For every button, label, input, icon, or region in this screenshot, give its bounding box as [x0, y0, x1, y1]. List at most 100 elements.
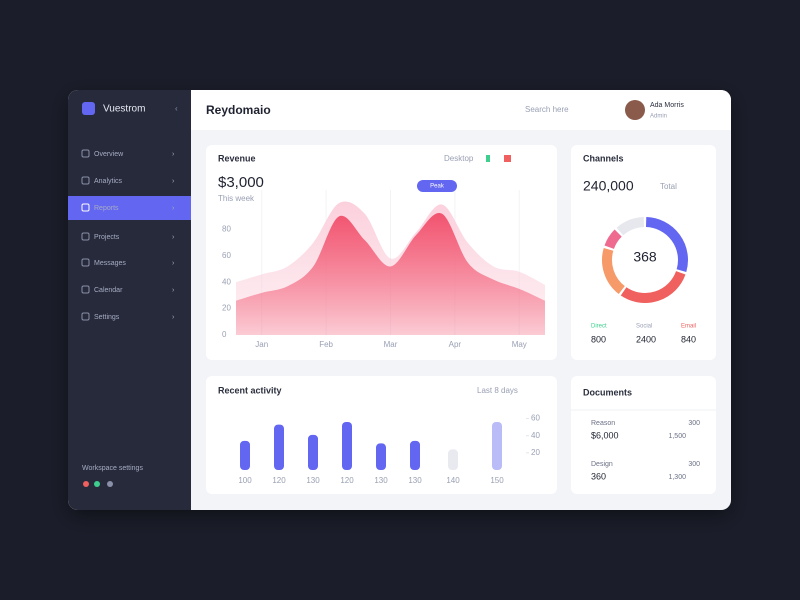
kpi-value: 240,000 [583, 178, 634, 194]
legend-name: Direct [591, 324, 607, 330]
legend-value: 800 [591, 334, 606, 344]
bar [376, 443, 386, 470]
bar [342, 422, 352, 470]
tooltip [417, 180, 457, 192]
filter[interactable]: Last 8 days [477, 386, 518, 395]
kpi-subtitle: This week [218, 194, 255, 203]
x-tick-label: 150 [490, 476, 504, 485]
doc-cell: $6,000 [591, 430, 619, 440]
x-tick-label: Mar [384, 340, 398, 349]
donut-center: 368 [633, 249, 657, 265]
x-tick-label: 130 [306, 476, 320, 485]
doc-cell: Design [591, 461, 613, 468]
donut-segment [620, 270, 686, 303]
card-title: Documents [583, 387, 632, 397]
legend-swatch [504, 155, 511, 162]
menu-icon [81, 258, 90, 267]
menu-icon [81, 176, 90, 185]
activity-card [206, 376, 557, 494]
menu-item[interactable]: Projects [94, 234, 120, 241]
doc-cell: Reason [591, 420, 615, 427]
header [191, 90, 731, 130]
collapse-icon[interactable]: ‹ [175, 104, 178, 113]
menu-icon [81, 203, 90, 212]
chevron: › [172, 260, 175, 267]
legend-name: Social [636, 324, 652, 330]
page-title: Reydomaio [206, 103, 271, 117]
y-tick-label: 60 [222, 251, 231, 260]
legend-name: Email [681, 324, 696, 330]
sidebar-footer[interactable]: Workspace settings [82, 465, 143, 472]
menu-icon [81, 149, 90, 158]
y-tick-label: 20 [531, 448, 540, 457]
chevron: › [172, 178, 175, 185]
menu-item[interactable]: Overview [94, 151, 124, 158]
x-tick-label: Jan [255, 340, 268, 349]
x-tick-label: 130 [408, 476, 422, 485]
y-tick-label: 40 [222, 277, 231, 286]
x-tick-label: 120 [340, 476, 354, 485]
y-tick-label: 60 [531, 414, 540, 423]
doc-cell: 1,300 [668, 474, 686, 481]
x-tick-label: May [512, 340, 527, 349]
doc-cell: 1,500 [668, 433, 686, 440]
x-tick-label: 130 [374, 476, 388, 485]
card-title: Channels [583, 153, 624, 163]
chevron: › [172, 314, 175, 321]
channels-card [571, 145, 716, 360]
legend-value: 2400 [636, 334, 656, 344]
chevron: › [172, 205, 175, 212]
y-tick-label: 0 [222, 330, 227, 339]
chevron: › [172, 151, 175, 158]
y-tick-label: 40 [531, 431, 540, 440]
bar [410, 440, 420, 470]
filter[interactable]: Desktop [444, 154, 474, 163]
donut-segment [604, 229, 622, 250]
status-dot [83, 481, 89, 487]
avatar[interactable] [625, 100, 645, 120]
menu-item[interactable]: Reports [94, 205, 119, 212]
kpi-unit: Total [660, 182, 677, 191]
logo [82, 102, 95, 115]
area [236, 212, 545, 335]
menu-item[interactable]: Calendar [94, 287, 123, 294]
status-dot [107, 481, 113, 487]
legend-value: 840 [681, 334, 696, 344]
donut-segment [616, 217, 645, 236]
menu-item[interactable]: Settings [94, 314, 120, 321]
bar [492, 422, 502, 470]
bar [274, 424, 284, 470]
chevron: › [172, 287, 175, 294]
brand: Vuestrom [103, 104, 145, 115]
user-role: Admin [650, 114, 667, 120]
bar [308, 434, 318, 470]
x-tick-label: 140 [446, 476, 460, 485]
menu-icon [81, 285, 90, 294]
doc-cell: 360 [591, 471, 606, 481]
search[interactable]: Search here [525, 105, 569, 114]
menu-icon [81, 232, 90, 241]
y-tick-label: 80 [222, 225, 231, 234]
donut-segment [645, 217, 688, 273]
card-title: Revenue [218, 153, 256, 163]
chevron: › [172, 234, 175, 241]
doc-cell: 300 [688, 420, 700, 427]
menu-item[interactable]: Messages [94, 260, 126, 267]
bar [240, 440, 250, 470]
x-tick-label: 100 [238, 476, 252, 485]
status-dot [94, 481, 100, 487]
x-tick-label: Apr [449, 340, 462, 349]
y-tick-label: 20 [222, 304, 231, 313]
documents-card [571, 376, 716, 494]
doc-cell: 300 [688, 461, 700, 468]
menu-icon [81, 312, 90, 321]
card-title: Recent activity [218, 385, 282, 395]
menu-item[interactable]: Analytics [94, 178, 123, 185]
kpi-value: $3,000 [218, 174, 264, 191]
donut-segment [602, 247, 626, 295]
tooltip-text: Peak [430, 184, 445, 190]
user-name: Ada Morris [650, 102, 684, 109]
bar [448, 449, 458, 470]
